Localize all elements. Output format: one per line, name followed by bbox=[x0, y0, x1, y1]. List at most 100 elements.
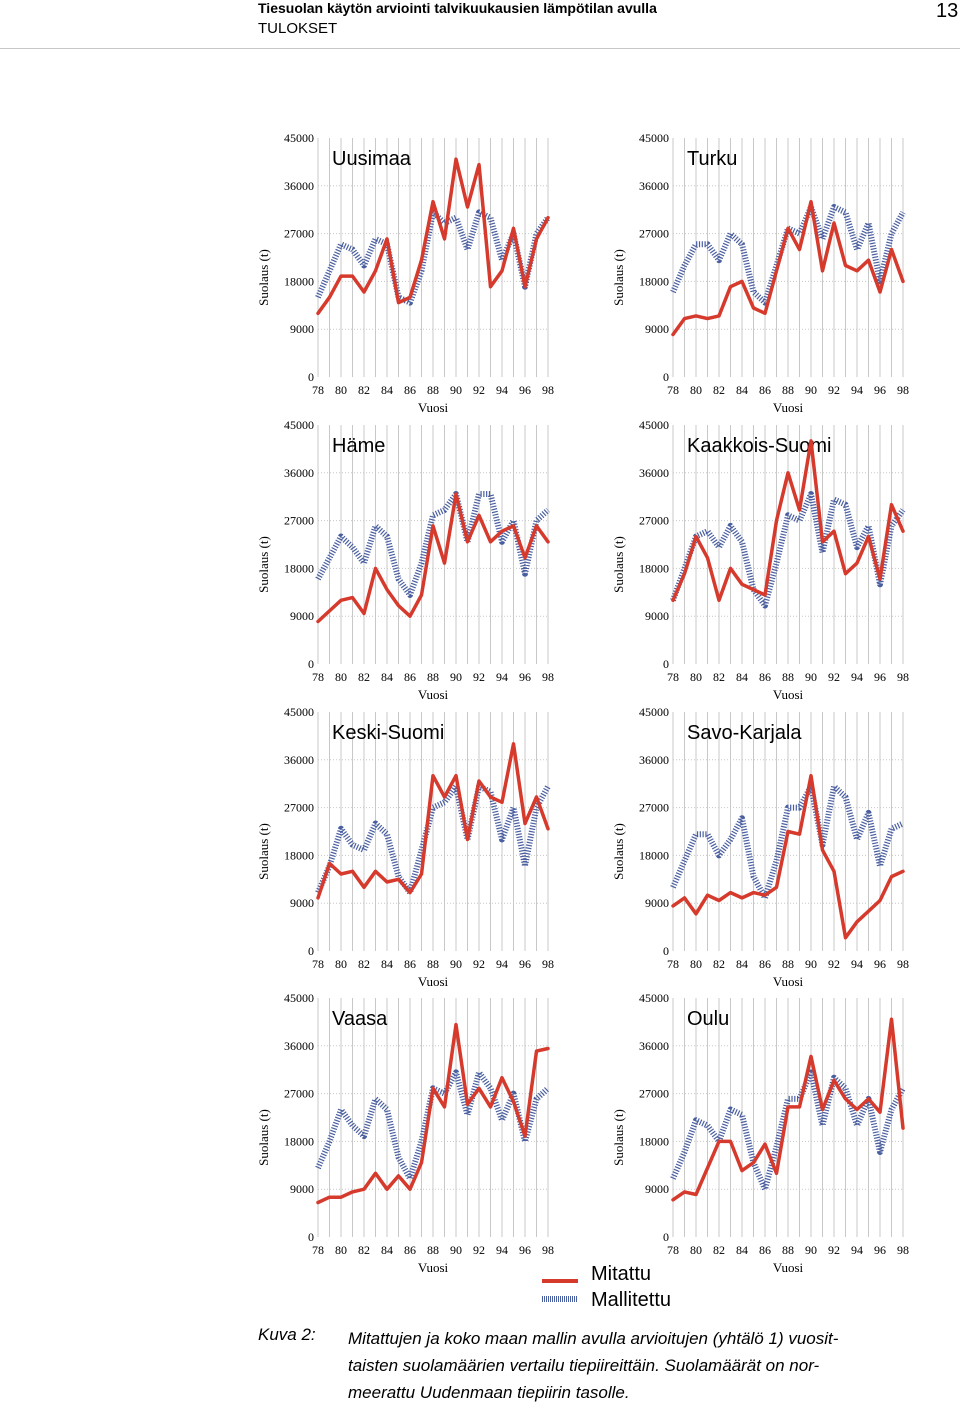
panel-title: Uusimaa bbox=[332, 148, 412, 170]
y-tick-label: 36000 bbox=[284, 466, 314, 480]
x-tick-label: 80 bbox=[690, 670, 702, 684]
x-tick-label: 94 bbox=[851, 383, 863, 397]
legend-modelled-swatch bbox=[542, 1296, 578, 1302]
series-line-mitattu bbox=[671, 199, 905, 337]
x-tick-label: 86 bbox=[404, 670, 416, 684]
x-tick-label: 78 bbox=[667, 670, 679, 684]
x-tick-label: 78 bbox=[667, 1243, 679, 1257]
x-tick-label: 92 bbox=[473, 383, 485, 397]
x-tick-label: 94 bbox=[496, 670, 508, 684]
x-tick-label: 88 bbox=[782, 383, 794, 397]
x-tick-label: 98 bbox=[542, 383, 554, 397]
section-subtitle: TULOKSET bbox=[258, 20, 338, 37]
y-tick-label: 36000 bbox=[284, 753, 314, 767]
y-tick-label: 18000 bbox=[284, 1134, 314, 1148]
x-tick-label: 78 bbox=[312, 957, 324, 971]
y-tick-label: 45000 bbox=[284, 705, 314, 719]
x-tick-label: 94 bbox=[851, 957, 863, 971]
chart-panel: 0 9000 18000 27000 36000 45000 78 80 82 84 86 88 90 9… bbox=[611, 131, 909, 415]
x-tick-label: 92 bbox=[828, 383, 840, 397]
page-number: 13 bbox=[936, 0, 959, 22]
header-rule bbox=[0, 48, 960, 49]
y-tick-label: 45000 bbox=[284, 131, 314, 145]
x-axis-label: Vuosi bbox=[773, 974, 804, 989]
caption-text: Mitattujen ja koko maan mallin avulla ar… bbox=[348, 1329, 839, 1402]
y-tick-label: 9000 bbox=[290, 896, 314, 910]
series-line-mallitettu bbox=[315, 491, 551, 598]
y-tick-label: 9000 bbox=[645, 896, 669, 910]
x-tick-label: 90 bbox=[450, 957, 462, 971]
panel-title: Häme bbox=[332, 435, 385, 457]
y-tick-label: 27000 bbox=[284, 514, 314, 528]
x-tick-label: 98 bbox=[542, 1243, 554, 1257]
series-line-mallitettu bbox=[670, 491, 906, 609]
series-line-mallitettu bbox=[315, 209, 551, 306]
y-tick-label: 0 bbox=[308, 370, 314, 384]
y-tick-label: 9000 bbox=[645, 322, 669, 336]
y-tick-label: 36000 bbox=[639, 466, 669, 480]
x-tick-label: 88 bbox=[782, 1243, 794, 1257]
x-tick-label: 82 bbox=[713, 383, 725, 397]
x-tick-label: 88 bbox=[427, 957, 439, 971]
panel-title: Oulu bbox=[687, 1008, 729, 1030]
x-axis-label: Vuosi bbox=[773, 687, 804, 702]
x-tick-label: 98 bbox=[542, 957, 554, 971]
panel-title: Turku bbox=[687, 148, 737, 170]
x-tick-label: 84 bbox=[736, 670, 748, 684]
x-tick-label: 98 bbox=[897, 670, 909, 684]
x-tick-label: 82 bbox=[358, 670, 370, 684]
x-tick-label: 80 bbox=[335, 957, 347, 971]
x-tick-label: 84 bbox=[381, 957, 393, 971]
y-tick-label: 0 bbox=[308, 944, 314, 958]
y-axis-label: Suolaus (t) bbox=[611, 1109, 626, 1166]
x-tick-label: 98 bbox=[897, 957, 909, 971]
y-tick-label: 9000 bbox=[645, 1182, 669, 1196]
x-tick-label: 90 bbox=[805, 1243, 817, 1257]
y-tick-label: 27000 bbox=[284, 227, 314, 241]
x-tick-label: 84 bbox=[736, 1243, 748, 1257]
chart-panel: 0 9000 18000 27000 36000 45000 78 80 82 84 86 88 90 9… bbox=[256, 705, 554, 989]
y-tick-label: 18000 bbox=[284, 848, 314, 862]
x-tick-label: 86 bbox=[759, 383, 771, 397]
y-tick-label: 27000 bbox=[284, 1087, 314, 1101]
x-tick-label: 84 bbox=[381, 670, 393, 684]
y-axis-label: Suolaus (t) bbox=[611, 823, 626, 880]
x-tick-label: 96 bbox=[874, 383, 886, 397]
x-tick-label: 88 bbox=[427, 1243, 439, 1257]
chart-panel: 0 9000 18000 27000 36000 45000 78 80 82 84 86 88 90 9… bbox=[611, 991, 909, 1275]
y-tick-label: 45000 bbox=[639, 131, 669, 145]
y-tick-label: 45000 bbox=[284, 418, 314, 432]
y-tick-label: 27000 bbox=[639, 801, 669, 815]
x-axis-label: Vuosi bbox=[418, 1260, 449, 1275]
y-tick-label: 18000 bbox=[639, 561, 669, 575]
x-tick-label: 86 bbox=[404, 383, 416, 397]
y-tick-label: 27000 bbox=[639, 227, 669, 241]
x-axis-label: Vuosi bbox=[418, 974, 449, 989]
legend-measured-swatch bbox=[542, 1279, 578, 1283]
y-tick-label: 18000 bbox=[284, 274, 314, 288]
x-tick-label: 92 bbox=[473, 957, 485, 971]
y-tick-label: 0 bbox=[308, 1230, 314, 1244]
x-axis-label: Vuosi bbox=[418, 400, 449, 415]
x-tick-label: 82 bbox=[713, 957, 725, 971]
y-tick-label: 18000 bbox=[639, 274, 669, 288]
x-tick-label: 96 bbox=[519, 957, 531, 971]
y-tick-label: 45000 bbox=[639, 418, 669, 432]
y-tick-label: 0 bbox=[663, 944, 669, 958]
panel-title: Kaakkois-Suomi bbox=[687, 435, 832, 457]
x-tick-label: 86 bbox=[404, 1243, 416, 1257]
x-tick-label: 90 bbox=[450, 670, 462, 684]
chart-panel: 0 9000 18000 27000 36000 45000 78 80 82 84 86 88 90 9… bbox=[256, 418, 554, 702]
x-tick-label: 80 bbox=[690, 957, 702, 971]
x-tick-label: 86 bbox=[404, 957, 416, 971]
panel-title: Vaasa bbox=[332, 1008, 388, 1030]
y-axis-label: Suolaus (t) bbox=[611, 249, 626, 306]
x-tick-label: 90 bbox=[450, 1243, 462, 1257]
x-tick-label: 90 bbox=[805, 670, 817, 684]
x-tick-label: 86 bbox=[759, 957, 771, 971]
series-line-mitattu bbox=[671, 1017, 905, 1202]
y-tick-label: 0 bbox=[663, 657, 669, 671]
x-tick-label: 86 bbox=[759, 670, 771, 684]
y-tick-label: 45000 bbox=[284, 991, 314, 1005]
